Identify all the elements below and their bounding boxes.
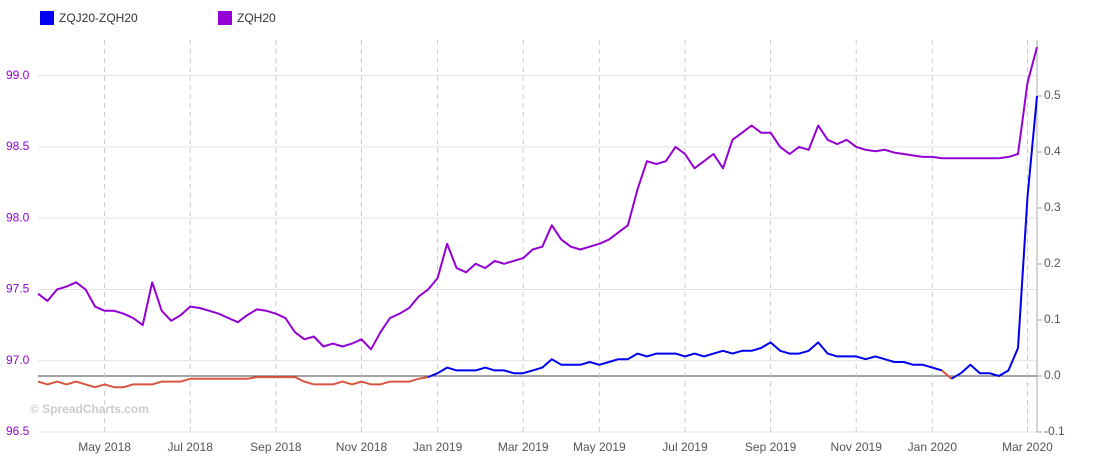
x-tick-label: Jul 2019: [662, 440, 708, 454]
y-tick-label: 97.0: [6, 353, 30, 367]
x-tick-label: Mar 2019: [498, 440, 549, 454]
y-tick-label: 98.5: [6, 139, 30, 153]
legend-label: ZQJ20-ZQH20: [59, 11, 138, 25]
x-tick-label: May 2019: [573, 440, 626, 454]
x-tick-label: May 2018: [78, 440, 131, 454]
y-tick-label: 97.5: [6, 282, 30, 296]
y-tick-label: 99.0: [6, 68, 30, 82]
x-tick-label: Jan 2020: [908, 440, 958, 454]
line-connector: [950, 372, 962, 380]
line-connector: [941, 369, 953, 380]
y-tick-label: 98.0: [6, 210, 30, 224]
watermark: © SpreadCharts.com: [30, 402, 149, 416]
x-tick-label: Nov 2018: [336, 440, 388, 454]
x-tick-label: Nov 2019: [831, 440, 883, 454]
series-line: [437, 341, 943, 375]
y2-tick-label: 0.0: [1044, 368, 1061, 382]
series-line: [960, 95, 1038, 377]
x-tick-label: Jan 2019: [413, 440, 463, 454]
y2-tick-label: -0.1: [1044, 424, 1065, 438]
y2-tick-label: 0.1: [1044, 312, 1061, 326]
legend-swatch: [218, 11, 232, 25]
legend-swatch: [40, 11, 54, 25]
y2-tick-label: 0.4: [1044, 144, 1061, 158]
x-tick-label: Sep 2019: [745, 440, 797, 454]
series-line: [37, 46, 1038, 351]
line-connector: [427, 372, 438, 379]
y2-tick-label: 0.3: [1044, 200, 1061, 214]
y2-tick-label: 0.5: [1044, 88, 1061, 102]
y-tick-label: 96.5: [6, 424, 30, 438]
x-tick-label: Mar 2020: [1002, 440, 1053, 454]
series-line: [37, 376, 429, 389]
legend-label: ZQH20: [237, 11, 276, 25]
x-tick-label: Jul 2018: [168, 440, 214, 454]
x-tick-label: Sep 2018: [250, 440, 302, 454]
y2-tick-label: 0.2: [1044, 256, 1061, 270]
